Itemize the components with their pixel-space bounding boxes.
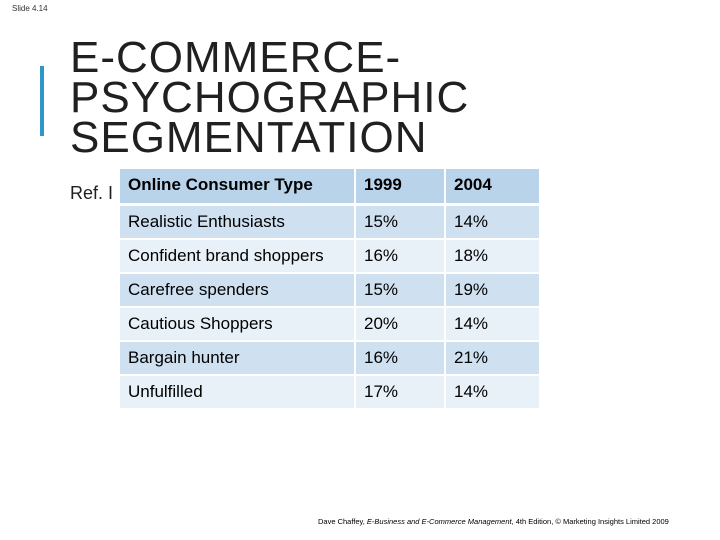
header-1999: 1999 [354,167,446,206]
title-line-2: PSYCHOGRAPHIC [70,73,470,122]
cell-consumer-type: Realistic Enthusiasts [118,203,356,240]
citation-footer: Dave Chaffey, E-Business and E-Commerce … [318,517,669,526]
slide-title: E-COMMERCE- PSYCHOGRAPHIC SEGMENTATION [70,33,470,162]
cell-2004: 14% [444,374,541,410]
footer-rest: , 4th Edition, © Marketing Insights Limi… [511,517,669,526]
reference-text: Ref. I [70,183,114,203]
cell-consumer-type: Bargain hunter [118,340,356,376]
title-accent-bar [40,66,44,136]
table-row: Realistic Enthusiasts 15% 14% [118,203,541,240]
table-header-row: Online Consumer Type 1999 2004 [118,167,541,206]
cell-1999: 20% [354,306,446,342]
cell-2004: 14% [444,306,541,342]
cell-1999: 17% [354,374,446,410]
cell-2004: 14% [444,203,541,240]
footer-author: Dave Chaffey, [318,517,367,526]
cell-consumer-type: Unfulfilled [118,374,356,410]
cell-1999: 16% [354,340,446,376]
cell-2004: 19% [444,272,541,308]
title-line-1: E-COMMERCE- [70,33,402,82]
header-consumer-type: Online Consumer Type [118,167,356,206]
table-row: Unfulfilled 17% 14% [118,374,541,410]
cell-1999: 16% [354,238,446,274]
cell-2004: 21% [444,340,541,376]
cell-1999: 15% [354,203,446,240]
table-row: Bargain hunter 16% 21% [118,340,541,376]
table-row: Cautious Shoppers 20% 14% [118,306,541,342]
cell-consumer-type: Confident brand shoppers [118,238,356,274]
slide-number: Slide 4.14 [12,4,48,13]
header-2004: 2004 [444,167,541,206]
table-row: Confident brand shoppers 16% 18% [118,238,541,274]
footer-book-title: E-Business and E-Commerce Management [366,517,512,526]
title-line-3: SEGMENTATION [70,113,428,162]
cell-1999: 15% [354,272,446,308]
cell-consumer-type: Carefree spenders [118,272,356,308]
cell-consumer-type: Cautious Shoppers [118,306,356,342]
segmentation-table: Online Consumer Type 1999 2004 Realistic… [118,167,541,410]
table-row: Carefree spenders 15% 19% [118,272,541,308]
cell-2004: 18% [444,238,541,274]
